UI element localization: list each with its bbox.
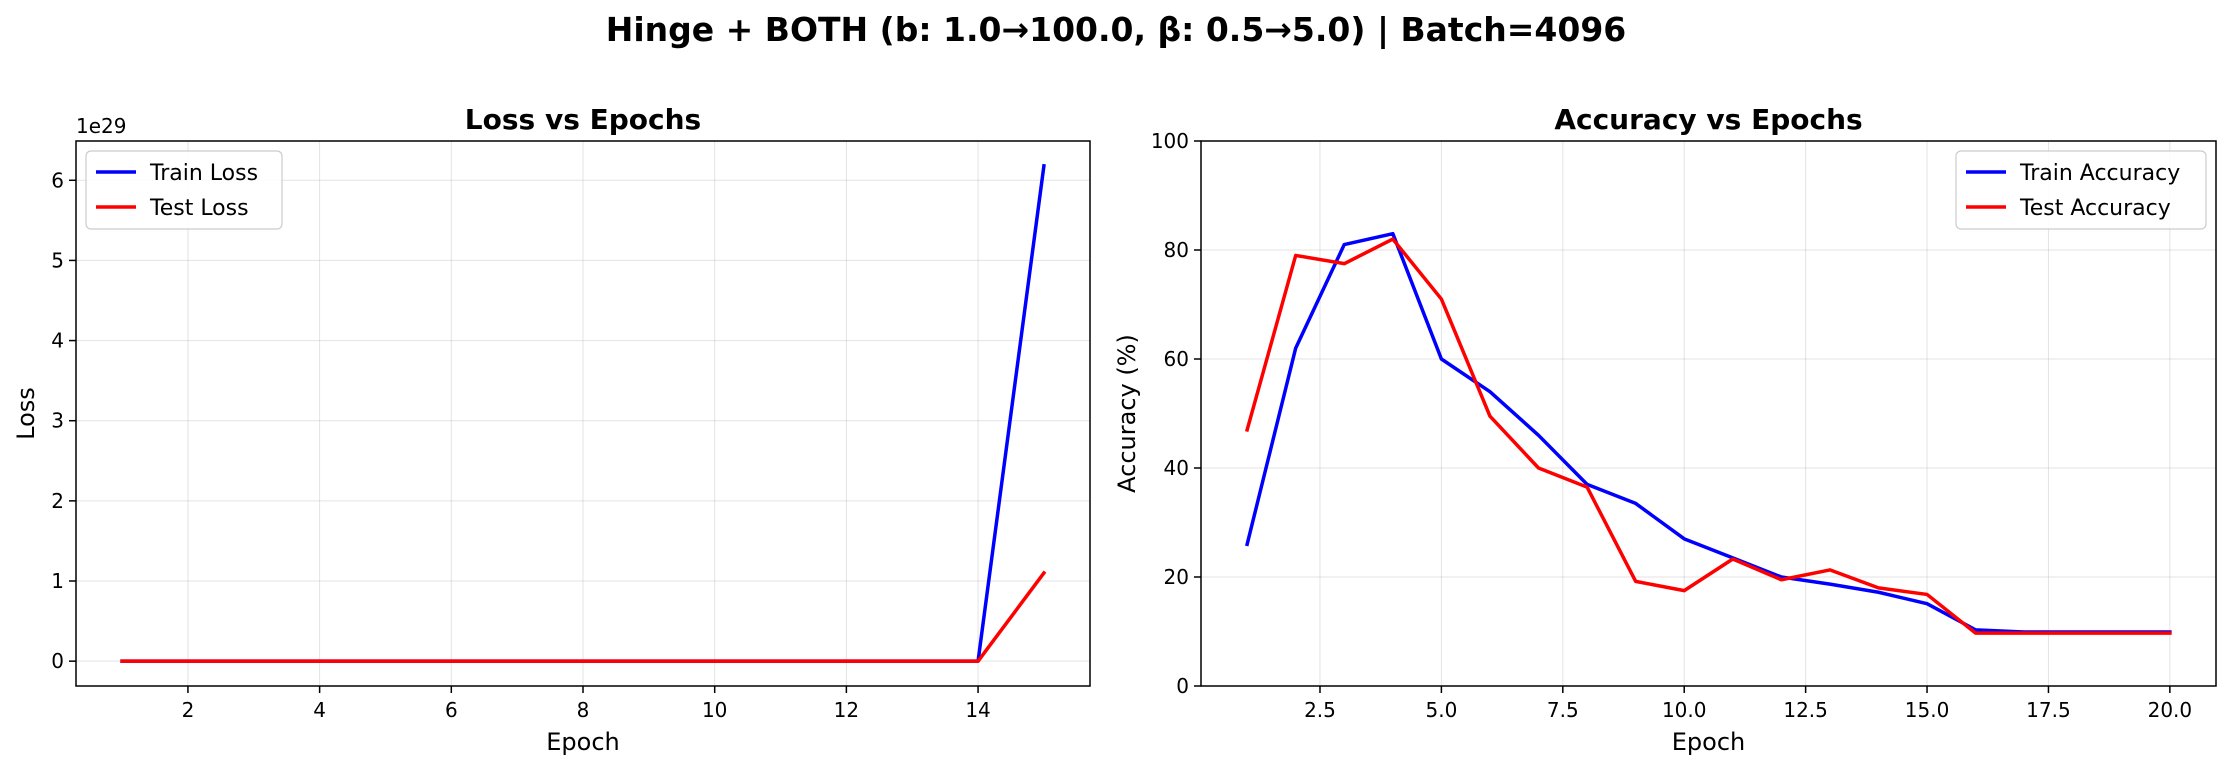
y-tick-label: 0 [1176,674,1189,698]
x-tick-label: 12 [834,698,859,722]
y-tick-label: 2 [51,489,64,513]
y-offset-label: 1e29 [76,114,126,138]
x-tick-label: 2 [182,698,195,722]
x-tick-label: 17.5 [2026,698,2071,722]
legend-label: Test Accuracy [2019,196,2171,221]
legend-label: Test Loss [149,196,249,221]
plot-frame [1200,140,2217,687]
x-axis-label: Epoch [546,728,620,756]
legend-box [1955,150,2207,230]
y-tick-label: 60 [1164,347,1189,371]
y-tick-label: 100 [1151,129,1189,153]
series-line-test-accuracy [1244,237,2172,635]
x-tick-label: 4 [313,698,326,722]
x-tick-label: 12.5 [1783,698,1828,722]
x-axis-label: Epoch [1672,728,1746,756]
x-tick-label: 14 [965,698,990,722]
accuracy-chart: 2.5 5.0 7.5 10.0 12.5 15.0 17.5 20.0 0 20 40 60 80 10… [1113,103,2217,756]
y-tick-label: 3 [51,409,64,433]
x-tick-label: 2.5 [1304,698,1336,722]
y-tick-label: 6 [51,168,64,192]
legend-label: Train Loss [149,161,258,186]
y-tick-label: 0 [51,649,64,673]
x-tick-label: 10 [702,698,727,722]
x-tick-label: 8 [577,698,590,722]
y-axis-label: Loss [12,387,40,440]
y-tick-label: 4 [51,329,64,353]
y-tick-label: 20 [1164,565,1189,589]
chart-title: Accuracy vs Epochs [1554,103,1862,136]
figure-title: Hinge + BOTH (b: 1.0→100.0, β: 0.5→5.0) … [606,10,1627,49]
legend: Train Accuracy Test Accuracy [1955,150,2207,230]
y-tick-label: 1 [51,569,64,593]
x-tick-label: 7.5 [1547,698,1579,722]
y-tick-label: 5 [51,248,64,272]
y-tick-label: 80 [1164,238,1189,262]
series-line-test-loss [120,570,1047,663]
chart-title: Loss vs Epochs [465,103,701,136]
y-axis-label: Accuracy (%) [1113,334,1141,493]
y-tick-label: 40 [1164,456,1189,480]
x-tick-label: 5.0 [1425,698,1457,722]
legend-label: Train Accuracy [2019,161,2180,186]
legend: Train Loss Test Loss [85,150,283,230]
x-tick-label: 15.0 [1905,698,1950,722]
x-tick-label: 10.0 [1662,698,1707,722]
x-tick-label: 20.0 [2148,698,2193,722]
series-line-train-accuracy [1245,231,2172,634]
x-tick-label: 6 [445,698,458,722]
